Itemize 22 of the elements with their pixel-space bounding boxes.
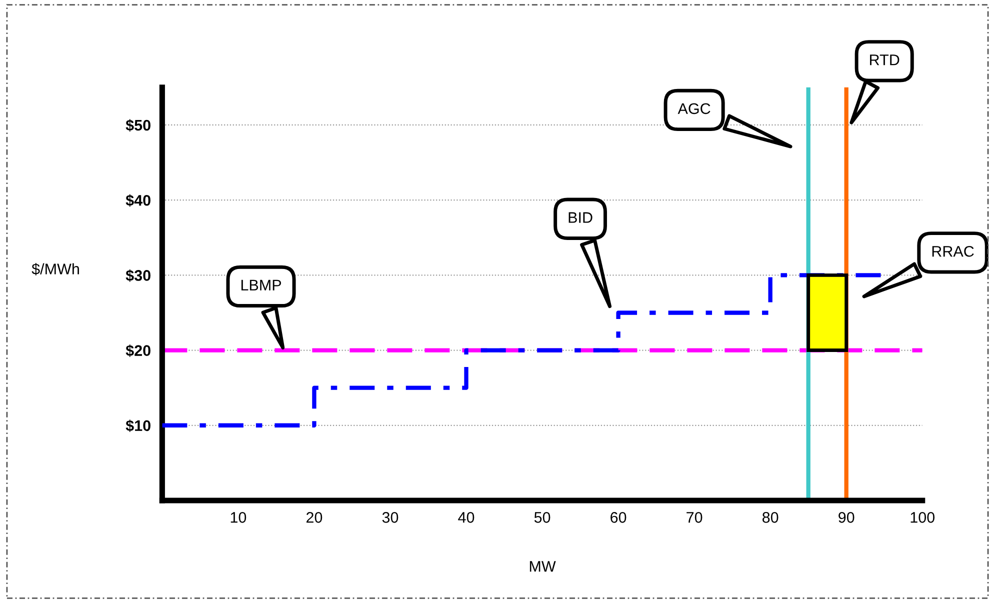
- y-tick-label: $20: [126, 344, 150, 357]
- y-tick-label: $40: [126, 194, 150, 207]
- x-tick-label: 50: [534, 512, 550, 523]
- x-axis-title: MW: [530, 561, 556, 572]
- text: RTD: [870, 54, 900, 66]
- annotation: LBMP: [241, 280, 282, 290]
- x-tick-label: 20: [306, 512, 322, 523]
- annotation: AGC: [678, 103, 710, 114]
- y-axis-title: $/MWh: [32, 262, 79, 276]
- x-tick-label: 60: [610, 512, 626, 523]
- y-tick-label: $50: [126, 119, 150, 132]
- x-tick-label: 100: [910, 512, 935, 523]
- x-tick-label: 40: [458, 512, 474, 523]
- x-tick-label: 90: [838, 512, 854, 523]
- text: RRAC: [932, 246, 974, 257]
- x-tick-label: 30: [382, 512, 398, 523]
- x-tick-label: 80: [762, 512, 778, 523]
- x-tick-label: 70: [686, 512, 702, 523]
- y-tick-label: $10: [126, 420, 150, 432]
- annotation: BID: [568, 212, 592, 223]
- y-tick-label: $30: [126, 269, 150, 282]
- x-tick-label: 10: [230, 512, 246, 523]
